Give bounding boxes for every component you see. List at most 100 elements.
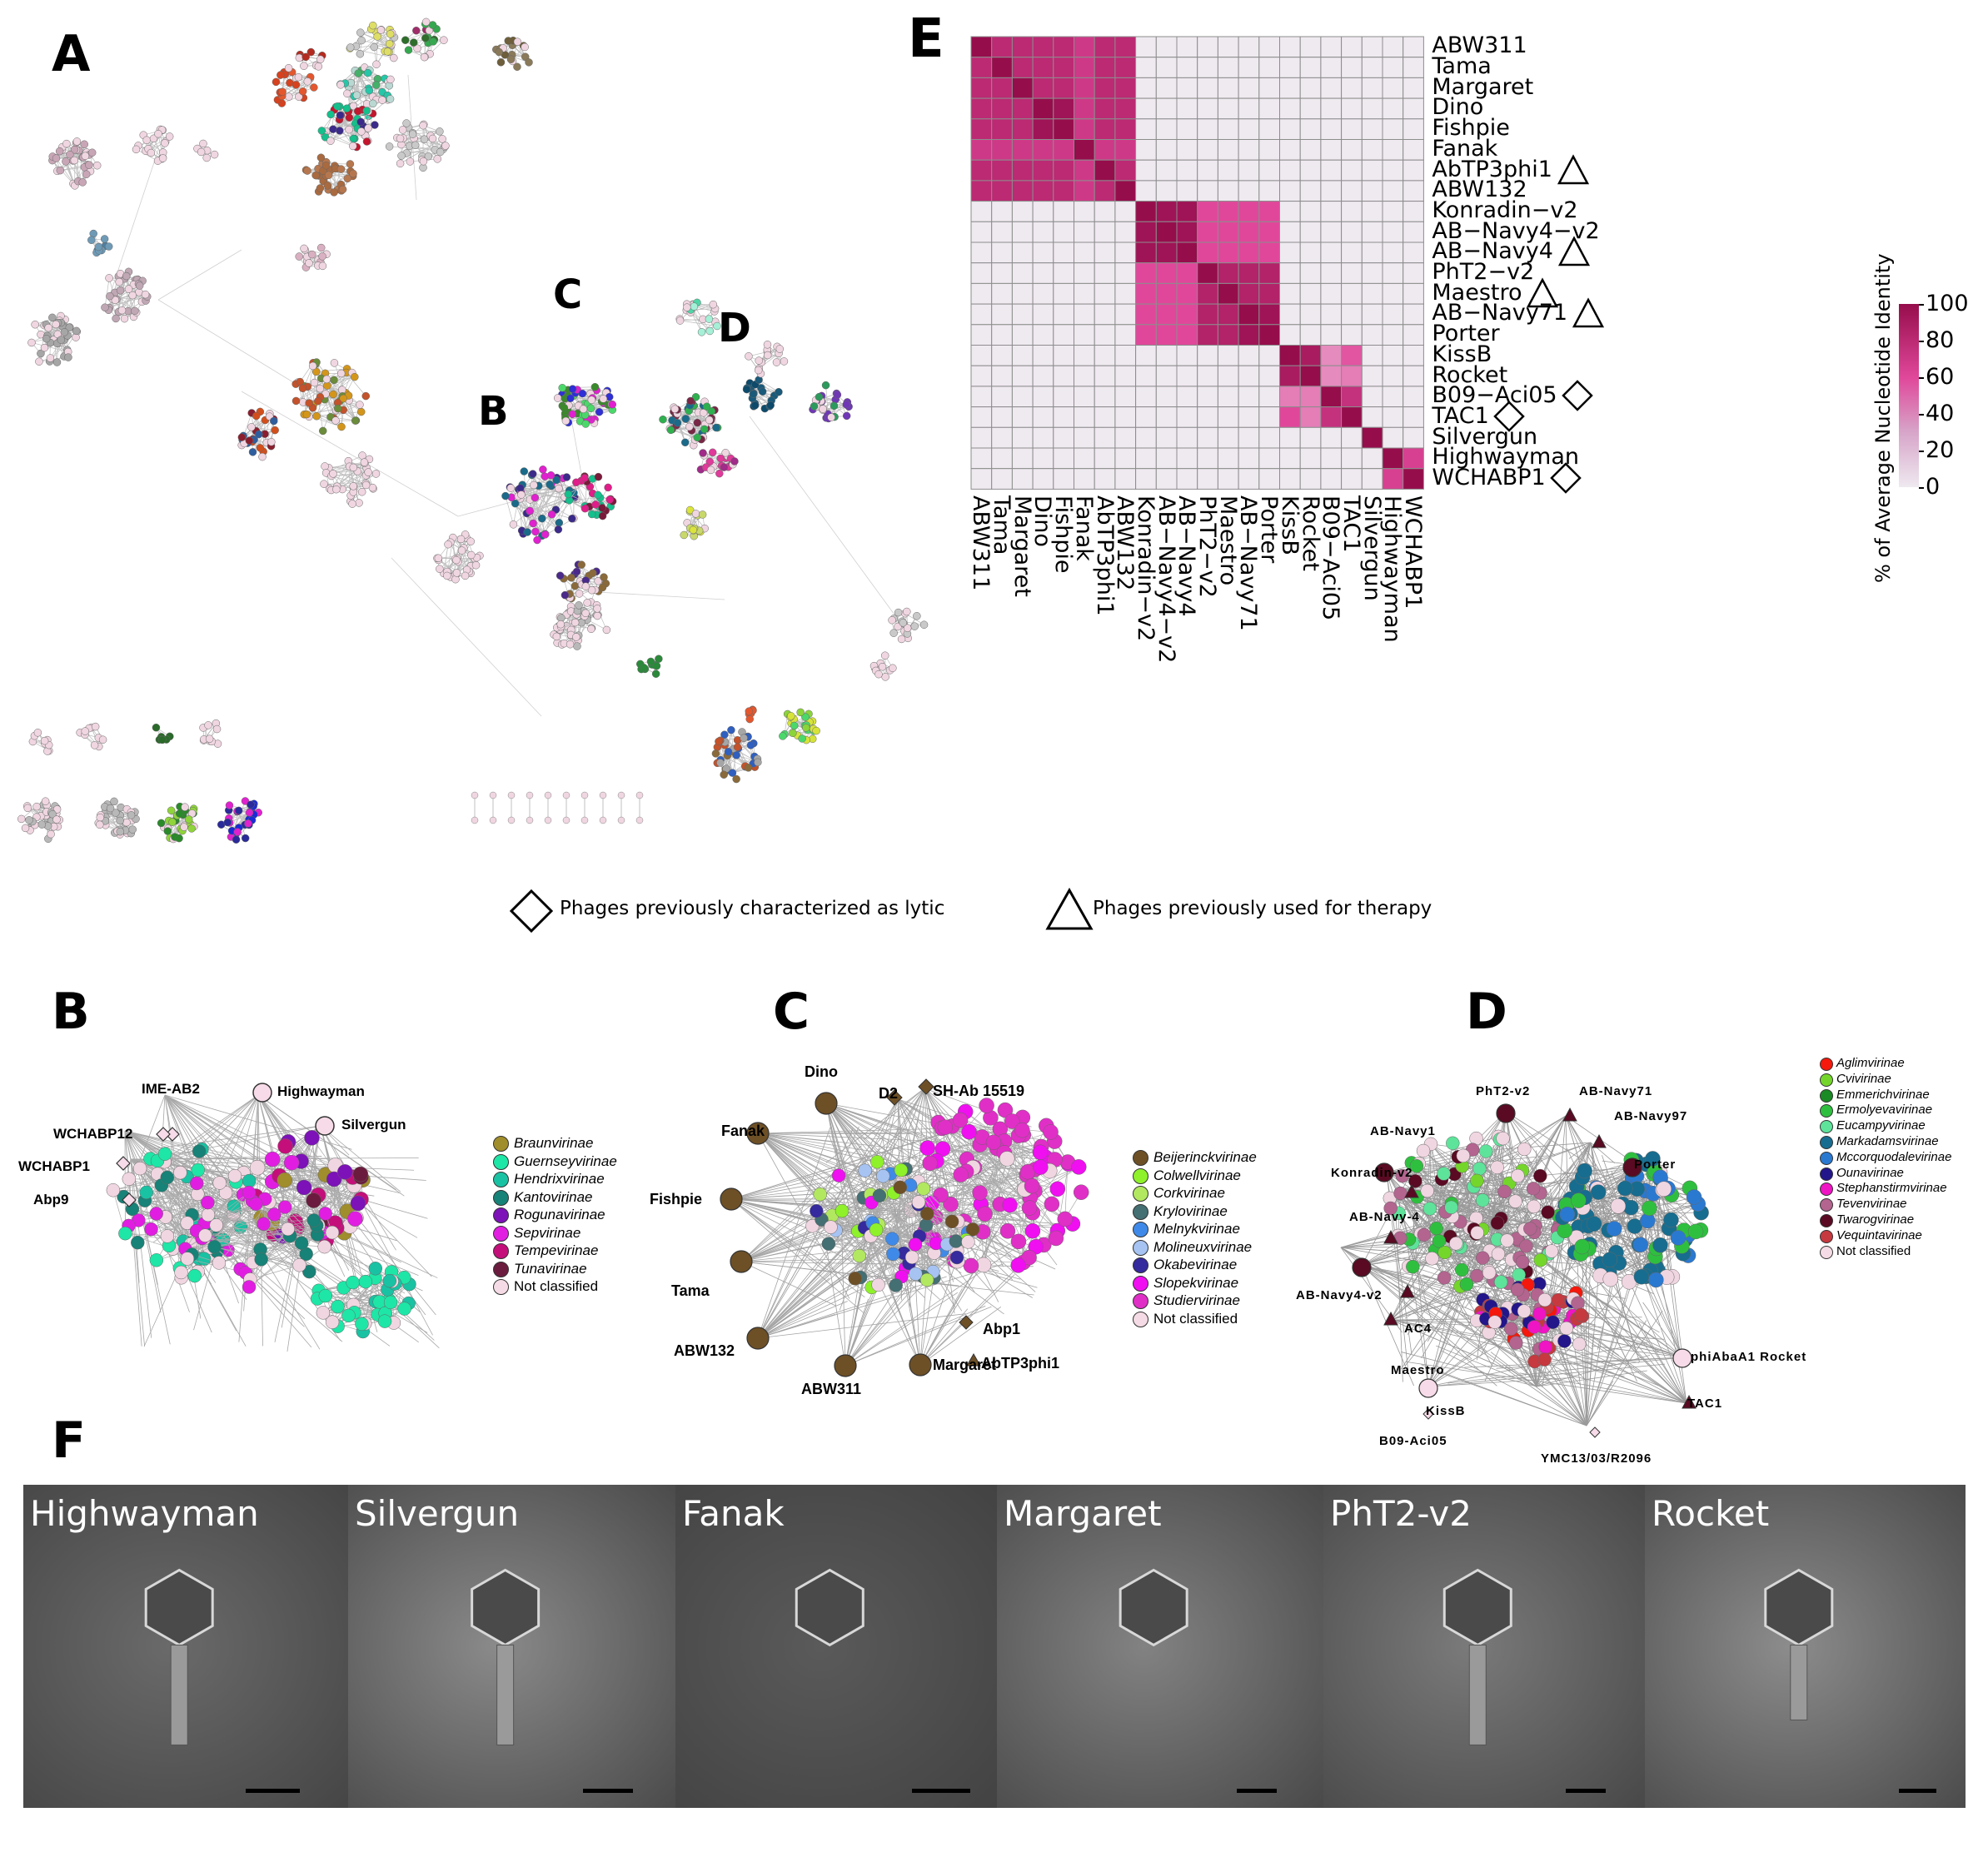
network-node bbox=[699, 409, 708, 417]
heatmap-cell bbox=[991, 241, 1013, 264]
network-node bbox=[889, 629, 898, 637]
network-node bbox=[277, 71, 285, 79]
network-node bbox=[598, 511, 607, 520]
legend-label: Melnykvirinae bbox=[1153, 1221, 1240, 1237]
network-node bbox=[48, 313, 57, 322]
heatmap-cell bbox=[1341, 159, 1363, 182]
network-node bbox=[81, 727, 90, 735]
network-node bbox=[693, 418, 702, 427]
heatmap-cell bbox=[1197, 468, 1218, 490]
network-node bbox=[1449, 1237, 1463, 1251]
heatmap-cell bbox=[1320, 426, 1343, 449]
heatmap-cell bbox=[1403, 468, 1424, 490]
network-node bbox=[583, 599, 591, 607]
network-node bbox=[325, 1315, 340, 1329]
network-node bbox=[467, 550, 476, 560]
network-node bbox=[72, 326, 81, 336]
heatmap-row-label: WCHABP1 bbox=[1432, 465, 1546, 491]
network-node bbox=[876, 1169, 890, 1183]
network-node bbox=[131, 1235, 145, 1250]
network-node bbox=[943, 1196, 959, 1212]
network-node bbox=[135, 281, 144, 290]
network-node bbox=[44, 323, 52, 332]
heatmap-cell bbox=[1279, 447, 1301, 470]
phage-node-diamond bbox=[1589, 1426, 1601, 1438]
heatmap-cell bbox=[1238, 159, 1260, 182]
heatmap-cell bbox=[1320, 139, 1343, 161]
network-node bbox=[336, 81, 345, 89]
phage-node-triangle bbox=[1592, 1133, 1607, 1148]
heatmap-cell bbox=[1217, 36, 1239, 58]
network-node bbox=[824, 1220, 838, 1234]
network-node bbox=[326, 137, 335, 145]
heatmap-cell bbox=[1032, 262, 1054, 284]
network-node bbox=[411, 141, 420, 150]
legend-swatch bbox=[1820, 1182, 1833, 1197]
network-node bbox=[775, 387, 783, 396]
network-node bbox=[163, 827, 172, 835]
panel-label-A: A bbox=[52, 25, 91, 83]
network-node bbox=[539, 466, 547, 474]
heatmap-cell bbox=[1361, 77, 1383, 99]
network-node bbox=[556, 571, 565, 580]
heatmap-cell bbox=[970, 468, 993, 490]
network-node bbox=[167, 806, 176, 815]
heatmap-cell bbox=[1032, 406, 1054, 428]
network-node bbox=[157, 1147, 172, 1161]
network-node bbox=[560, 403, 569, 412]
heatmap-cell bbox=[1197, 324, 1218, 346]
network-node bbox=[160, 1229, 175, 1243]
network-node bbox=[953, 1167, 969, 1182]
heatmap-cell bbox=[1238, 221, 1260, 243]
network-node bbox=[466, 537, 475, 545]
heatmap-cell bbox=[1361, 365, 1383, 387]
heatmap-cell bbox=[1361, 201, 1383, 222]
heatmap-cell bbox=[1155, 386, 1178, 408]
heatmap-cell bbox=[1320, 77, 1343, 99]
legend-swatch bbox=[493, 1172, 509, 1187]
network-node bbox=[120, 314, 129, 323]
heatmap-cell bbox=[1176, 426, 1198, 449]
network-node bbox=[1049, 1181, 1066, 1197]
network-node bbox=[766, 401, 775, 410]
network-node bbox=[511, 499, 520, 508]
heatmap-cell bbox=[991, 77, 1013, 99]
heatmap-cell bbox=[1011, 97, 1034, 120]
network-node bbox=[421, 17, 431, 27]
network-node bbox=[354, 69, 362, 77]
network-node bbox=[1645, 1151, 1661, 1167]
network-node bbox=[424, 152, 433, 161]
heatmap-cell bbox=[1011, 324, 1034, 346]
heatmap-cell bbox=[1176, 468, 1198, 490]
heatmap-cell bbox=[1155, 447, 1178, 470]
network-node bbox=[304, 1130, 320, 1146]
network-node bbox=[376, 26, 386, 34]
network-node bbox=[733, 743, 742, 751]
network-node bbox=[961, 1235, 975, 1249]
heatmap-cell bbox=[1114, 303, 1137, 326]
network-node bbox=[922, 1155, 938, 1172]
heatmap-cell bbox=[1341, 406, 1363, 428]
colorbar-title: % of Average Nucleotide Identity bbox=[1871, 253, 1895, 583]
heatmap-cell bbox=[1341, 386, 1363, 408]
legend-swatch bbox=[1133, 1222, 1148, 1237]
network-node bbox=[819, 405, 827, 413]
network-node bbox=[303, 167, 311, 175]
scale-bar bbox=[1566, 1789, 1606, 1793]
network-node bbox=[232, 835, 241, 844]
legend-swatch bbox=[1133, 1239, 1148, 1256]
heatmap-cell bbox=[1238, 57, 1260, 78]
legend-swatch bbox=[493, 1136, 509, 1152]
phage-node-diamond bbox=[1422, 1408, 1434, 1420]
heatmap-cell bbox=[970, 57, 993, 78]
heatmap-cell bbox=[1053, 57, 1075, 78]
triangle-marker-icon bbox=[1572, 297, 1605, 328]
panel-a-network bbox=[17, 17, 929, 844]
phage-particle-icon bbox=[1119, 1568, 1188, 1647]
network-node bbox=[934, 1141, 951, 1157]
heatmap-cell bbox=[970, 365, 993, 387]
network-node bbox=[356, 407, 366, 416]
network-node bbox=[575, 590, 584, 598]
network-node bbox=[889, 664, 897, 673]
heatmap-cell bbox=[1074, 324, 1095, 346]
